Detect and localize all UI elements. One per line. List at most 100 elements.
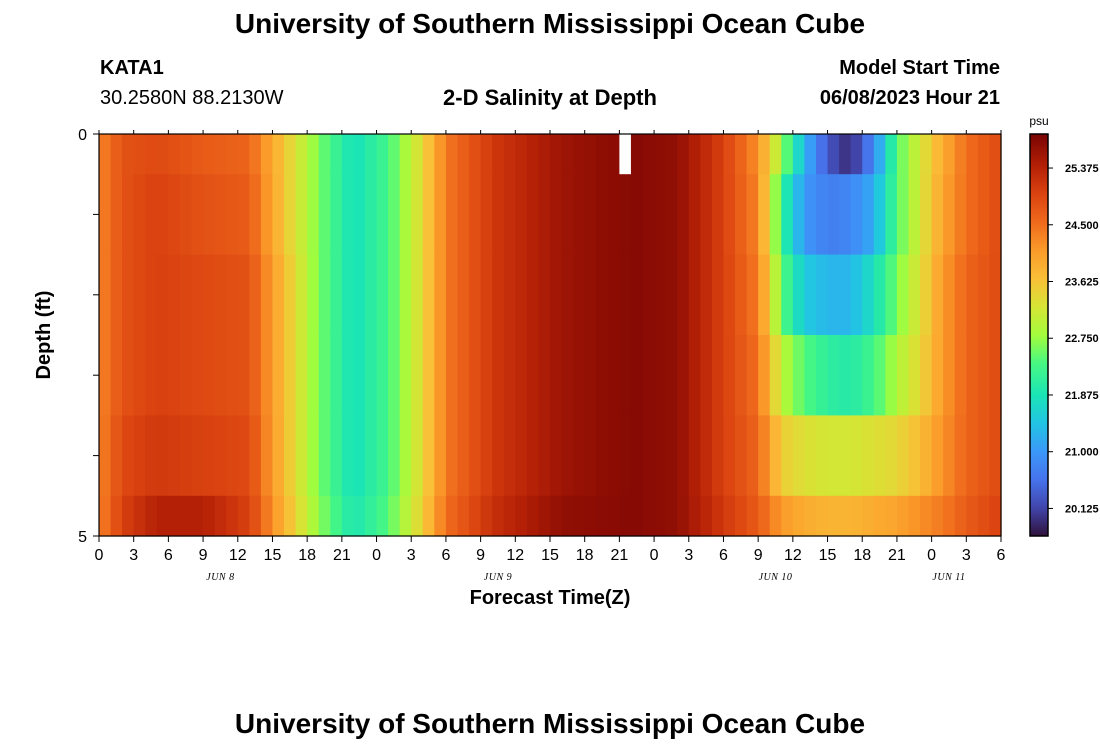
heatmap-cell — [422, 174, 435, 256]
heatmap-cell — [665, 415, 678, 497]
heatmap-cell — [781, 335, 794, 416]
heatmap-cell — [596, 174, 609, 256]
x-axis: 0 3 6 9 12 15 18 21 0 3 6 9 12 15 18 21 0 3 6 9 12 15 18 21 0 3 6 J… — [95, 130, 1006, 583]
heatmap-cell — [492, 134, 505, 175]
heatmap-cell — [943, 174, 956, 256]
heatmap-cell — [954, 495, 967, 537]
heatmap-cell — [411, 174, 424, 256]
heatmap-cell — [145, 495, 158, 537]
heatmap-cell — [411, 254, 424, 336]
heatmap-cell — [515, 335, 528, 416]
heatmap-cell — [445, 174, 459, 256]
heatmap-cell — [249, 254, 262, 336]
heatmap-cell — [538, 415, 551, 497]
heatmap-cell — [445, 335, 459, 416]
heatmap-cell — [422, 254, 435, 336]
heatmap-cell — [272, 335, 285, 416]
heatmap-cell — [526, 335, 540, 416]
heatmap-cell — [735, 495, 748, 537]
heatmap-cell — [700, 415, 713, 497]
heatmap-cell — [804, 174, 817, 256]
heatmap-cell — [827, 415, 840, 497]
heatmap-cell — [480, 254, 493, 336]
heatmap-cell — [469, 134, 482, 175]
heatmap-cell — [307, 174, 320, 256]
heatmap-cell — [920, 134, 933, 175]
heatmap-cell — [561, 335, 574, 416]
heatmap-cell — [885, 254, 898, 336]
heatmap-cell — [896, 134, 910, 175]
heatmap-cell — [758, 254, 771, 336]
heatmap-cell — [920, 495, 933, 537]
heatmap-cell — [168, 415, 181, 497]
heatmap-cell — [226, 134, 239, 175]
heatmap-cell — [700, 254, 713, 336]
colorbar-gradient — [1029, 133, 1049, 537]
heatmap-cell — [411, 134, 424, 175]
heatmap-cell — [538, 174, 551, 256]
heatmap-cell — [677, 134, 690, 175]
x-tick-label: 15 — [541, 547, 559, 564]
heatmap-cell — [792, 174, 806, 256]
heatmap-cell — [272, 174, 285, 256]
model-start-time: 06/08/2023 Hour 21 — [819, 87, 1000, 109]
heatmap-cell — [457, 495, 470, 537]
heatmap-cell — [457, 134, 470, 175]
heatmap-cell — [492, 174, 505, 256]
heatmap-cell — [307, 335, 320, 416]
heatmap-cell — [977, 495, 991, 537]
heatmap-cell — [781, 254, 794, 336]
heatmap-cell — [284, 174, 297, 256]
heatmap-cell — [99, 254, 112, 336]
heatmap-cell — [815, 134, 829, 175]
heatmap-cell — [630, 174, 644, 256]
heatmap-cell — [815, 495, 829, 537]
heatmap-cell — [654, 134, 667, 175]
heatmap-cell — [931, 254, 944, 336]
heatmap-cell — [584, 254, 597, 336]
heatmap-cell — [503, 254, 516, 336]
heatmap-cell — [434, 415, 447, 497]
heatmap-cell — [179, 254, 193, 336]
heatmap-cell — [99, 495, 112, 537]
model-start-label: Model Start Time — [839, 57, 1000, 79]
x-tick-label: 18 — [853, 547, 871, 564]
heatmap-cell — [977, 415, 991, 497]
heatmap-cell — [850, 335, 863, 416]
heatmap-cell — [573, 254, 586, 336]
heatmap-cell — [388, 335, 401, 416]
heatmap-cell — [445, 134, 459, 175]
heatmap-cell — [862, 415, 875, 497]
heatmap-cell — [896, 415, 910, 497]
heatmap-cell — [839, 174, 852, 256]
heatmap-cell — [896, 174, 910, 256]
heatmap-cell — [515, 495, 528, 537]
heatmap-cell — [700, 174, 713, 256]
heatmap-cell — [815, 415, 829, 497]
heatmap-cell — [630, 134, 644, 175]
x-tick-label: 12 — [784, 547, 802, 564]
heatmap-cell — [399, 335, 412, 416]
heatmap-cell — [249, 174, 262, 256]
heatmap-cell — [388, 495, 401, 537]
heatmap-cell — [330, 134, 343, 175]
heatmap-cell — [665, 254, 678, 336]
heatmap-cell — [330, 254, 343, 336]
missing-data-cells — [619, 134, 631, 175]
heatmap-cell — [318, 495, 331, 537]
heatmap-cell — [110, 254, 123, 336]
heatmap-cell — [596, 415, 609, 497]
heatmap-cell — [584, 174, 597, 256]
heatmap-cell — [873, 134, 886, 175]
heatmap-cell — [954, 415, 967, 497]
heatmap-cell — [688, 254, 701, 336]
heatmap-cell — [723, 174, 736, 256]
heatmap-cell — [156, 254, 169, 336]
heatmap-cell — [769, 335, 782, 416]
heatmap-cell — [711, 335, 725, 416]
heatmap-cell — [226, 415, 239, 497]
heatmap-cell — [642, 415, 655, 497]
heatmap-cell — [445, 254, 459, 336]
heatmap-cell — [815, 174, 829, 256]
heatmap-cell — [203, 254, 216, 336]
